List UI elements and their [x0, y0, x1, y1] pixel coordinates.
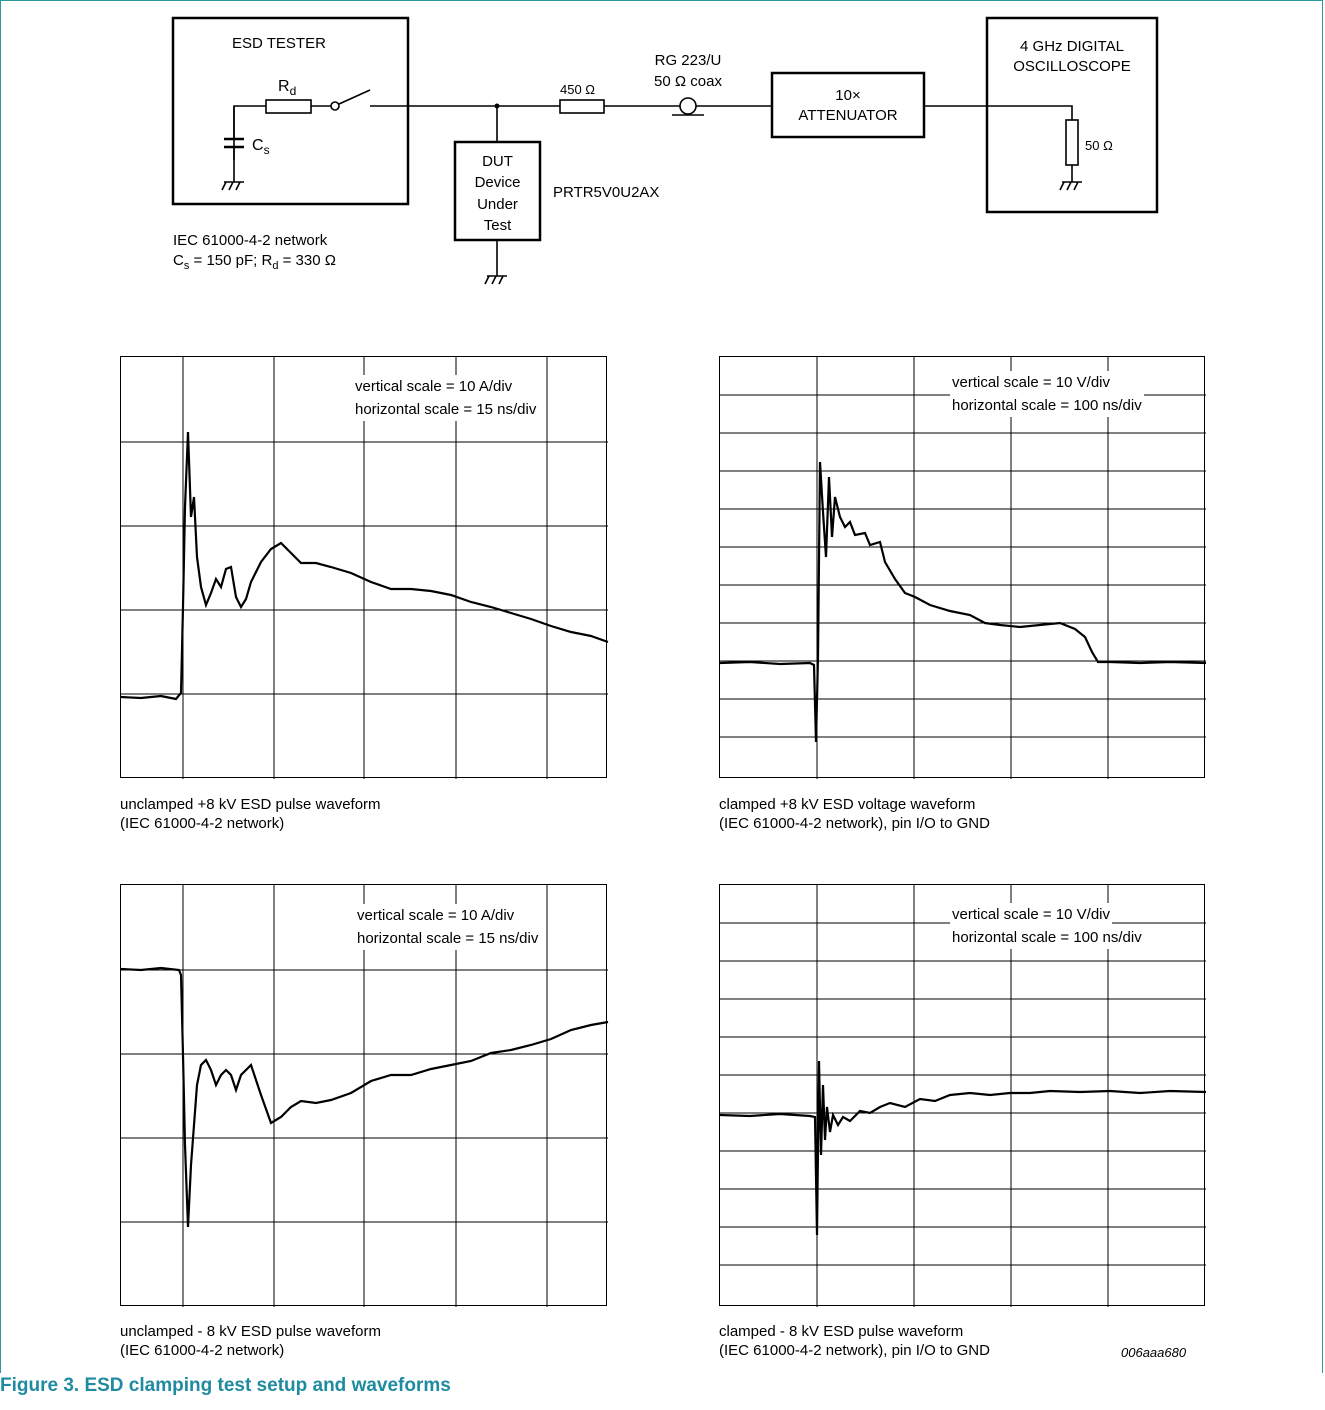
plot-unclamped-negative: vertical scale = 10 A/div horizontal sca…: [120, 884, 609, 1307]
network-line1: IEC 61000-4-2 network: [173, 232, 328, 249]
plot-3-grid: [121, 885, 608, 1307]
part-number: PRTR5V0U2AX: [553, 184, 660, 201]
dut-label: DUT: [482, 153, 513, 170]
plot-1-vscale: vertical scale = 10 A/div: [353, 375, 515, 398]
plot-clamped-positive: vertical scale = 10 V/div horizontal sca…: [719, 356, 1207, 779]
network-line2: Cs = 150 pF; Rd = 330 Ω: [173, 252, 336, 272]
plot-3-vscale: vertical scale = 10 A/div: [355, 904, 517, 927]
plot-2-vscale: vertical scale = 10 V/div: [950, 371, 1112, 394]
resistor-450-label: 450 Ω: [560, 82, 596, 97]
waveform-2: [719, 461, 1207, 743]
figure-title: Figure 3. ESD clamping test setup and wa…: [0, 1375, 451, 1396]
scope-50ohm-label: 50 Ω: [1085, 138, 1113, 153]
plot-2-svg: [719, 357, 1207, 779]
junction-dot: [494, 103, 500, 109]
plot-4-caption: clamped - 8 kV ESD pulse waveform (IEC 6…: [719, 1323, 990, 1359]
plot-3-caption: unclamped - 8 kV ESD pulse waveform (IEC…: [120, 1323, 381, 1359]
dut-under-label: Under: [477, 196, 518, 213]
plot-3-svg: [120, 885, 609, 1307]
waveform-1: [120, 431, 609, 701]
plot-3-hscale: horizontal scale = 15 ns/div: [355, 927, 541, 950]
plot-2-caption: clamped +8 kV ESD voltage waveform (IEC …: [719, 796, 990, 832]
coax-label-line2: 50 Ω coax: [654, 73, 722, 90]
plot-unclamped-positive: vertical scale = 10 A/div horizontal sca…: [120, 356, 609, 779]
rd-resistor: [265, 99, 312, 114]
plot-clamped-negative: vertical scale = 10 V/div horizontal sca…: [719, 884, 1207, 1307]
plot-2-hscale: horizontal scale = 100 ns/div: [950, 394, 1144, 417]
reference-code: 006aaa680: [1121, 1345, 1187, 1360]
plot-1-hscale: horizontal scale = 15 ns/div: [353, 398, 539, 421]
scope-label-line1: 4 GHz DIGITAL: [1020, 38, 1124, 55]
dut-test-label: Test: [483, 217, 512, 234]
cs-label: Cs: [252, 137, 270, 158]
rd-label: Rd: [278, 78, 297, 99]
esd-tester-label: ESD TESTER: [232, 35, 326, 52]
plot-4-hscale: horizontal scale = 100 ns/div: [950, 926, 1144, 949]
coax-symbol: [679, 97, 697, 115]
plot-4-vscale: vertical scale = 10 V/div: [950, 903, 1112, 926]
esd-tester-box: [171, 16, 410, 206]
waveform-4: [719, 1060, 1207, 1236]
attenuator-label-line1: 10×: [835, 87, 861, 104]
attenuator-label-line2: ATTENUATOR: [798, 107, 898, 124]
resistor-450: [559, 99, 605, 114]
plot-1-svg: [120, 357, 609, 779]
plot-1-caption: unclamped +8 kV ESD pulse waveform (IEC …: [120, 796, 381, 832]
figure-frame: [0, 0, 1323, 1373]
scope-label-line2: OSCILLOSCOPE: [1013, 58, 1131, 75]
plot-2-grid: [720, 357, 1206, 779]
attenuator-box: [770, 71, 926, 139]
coax-label-line1: RG 223/U: [654, 52, 722, 69]
test-setup-schematic: [171, 16, 1159, 285]
waveform-3: [120, 966, 609, 1228]
dut-device-label: Device: [474, 174, 521, 191]
